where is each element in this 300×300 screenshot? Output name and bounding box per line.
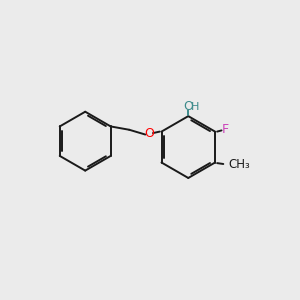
Text: H: H — [190, 102, 199, 112]
Text: O: O — [144, 127, 154, 140]
Text: CH₃: CH₃ — [228, 158, 250, 171]
Text: O: O — [183, 100, 193, 113]
Text: F: F — [222, 123, 229, 136]
